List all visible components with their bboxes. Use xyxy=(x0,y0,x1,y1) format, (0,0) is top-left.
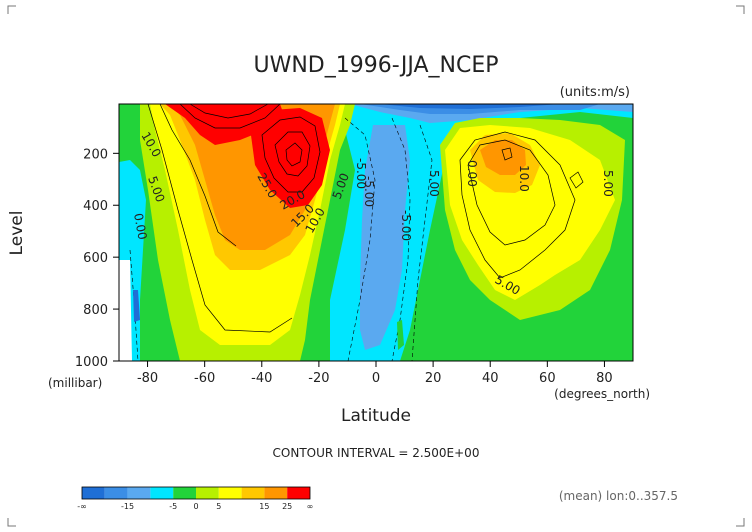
y-tick-label: 800 xyxy=(83,303,108,318)
nh-jet-contours xyxy=(459,131,584,279)
contour-label: -5.00 xyxy=(399,210,413,241)
y-axis-label: Level xyxy=(7,211,27,256)
contour-labels: 10.0 5.00 0.00 25.0 20.0 15.0 10.0 5.00 … xyxy=(131,130,615,298)
contour-label: 0.00 xyxy=(131,212,149,241)
equatorial-trough xyxy=(360,125,410,350)
legend-swatch xyxy=(218,487,242,499)
sh-jet-contours xyxy=(147,103,321,333)
y-axis-units: (millibar) xyxy=(48,376,102,390)
legend-swatch xyxy=(173,487,196,499)
sh-jet-core-upper xyxy=(165,104,285,145)
legend-swatch xyxy=(241,487,265,499)
x-tick-label: -40 xyxy=(251,371,272,386)
y-tick-label: 400 xyxy=(83,199,108,214)
legend-swatch xyxy=(264,487,288,499)
legend-swatch xyxy=(287,487,310,499)
x-axis-units: (degrees_north) xyxy=(554,387,650,401)
plot-area xyxy=(118,103,634,362)
x-tick-label: -60 xyxy=(194,371,215,386)
legend-label: -∞ xyxy=(77,502,87,511)
x-tick-label: 60 xyxy=(539,371,556,386)
legend-swatch xyxy=(82,487,105,499)
x-tick-label: -20 xyxy=(308,371,329,386)
x-tick-label: -80 xyxy=(137,371,158,386)
x-axis-label: Latitude xyxy=(341,406,411,426)
corner-marks xyxy=(7,5,745,527)
contour-interval-note: CONTOUR INTERVAL = 2.500E+00 xyxy=(273,446,480,460)
legend-swatch xyxy=(196,487,219,499)
x-tick-label: 20 xyxy=(425,371,442,386)
x-axis: -80 -60 -40 -20 0 20 40 60 80 xyxy=(137,361,613,386)
y-axis: 200 400 600 800 1000 xyxy=(75,147,119,370)
mean-note: (mean) lon:0..357.5 xyxy=(559,489,678,503)
legend-label: 0 xyxy=(193,502,198,511)
legend-swatch xyxy=(104,487,128,499)
chart-title: UWND_1996-JJA_NCEP xyxy=(253,53,498,78)
contour-label: 5.00 xyxy=(427,170,441,197)
y-tick-label: 1000 xyxy=(75,355,108,370)
nh-jet-core xyxy=(480,140,526,175)
color-legend: -∞ -15 -5 0 5 15 25 ∞ xyxy=(77,486,314,511)
legend-label: ∞ xyxy=(307,502,314,511)
x-tick-label: 0 xyxy=(372,371,380,386)
legend-label: 5 xyxy=(216,502,221,511)
units-label: (units:m/s) xyxy=(560,85,630,100)
contour-label: -5.00 xyxy=(354,158,368,189)
y-tick-label: 200 xyxy=(83,147,108,162)
legend-label: 25 xyxy=(282,502,292,511)
legend-label: 15 xyxy=(259,502,269,511)
y-tick-label: 600 xyxy=(83,251,108,266)
contour-label: 5.00 xyxy=(601,170,615,197)
legend-label: -5 xyxy=(169,502,177,511)
legend-label: -15 xyxy=(121,502,134,511)
legend-swatch xyxy=(127,487,151,499)
contour-label: -5.00 xyxy=(362,176,376,207)
x-tick-label: 40 xyxy=(482,371,499,386)
contour-label: 10.0 xyxy=(517,165,531,192)
contour-label: 0.00 xyxy=(465,160,479,187)
legend-frame xyxy=(81,486,311,500)
legend-swatch xyxy=(150,487,174,499)
x-tick-label: 80 xyxy=(596,371,613,386)
